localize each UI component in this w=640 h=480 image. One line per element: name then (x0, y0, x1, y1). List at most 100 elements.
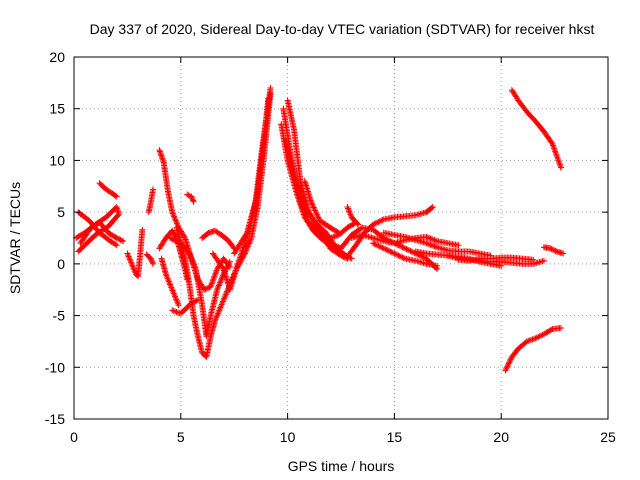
x-tick-label: 10 (280, 429, 296, 445)
data-point-marker (113, 235, 120, 241)
data-point-marker (525, 337, 532, 344)
data-point-marker (213, 267, 220, 274)
data-point-marker (172, 293, 179, 300)
data-point-marker (214, 286, 221, 293)
data-point-marker (216, 281, 223, 288)
data-point-marker (125, 251, 132, 258)
data-point-marker (431, 243, 438, 250)
data-point-marker (398, 243, 405, 250)
data-point-marker (173, 219, 180, 226)
data-point-marker (523, 338, 530, 345)
data-point-marker (168, 285, 175, 292)
data-point-marker (550, 143, 557, 150)
data-point-marker (529, 336, 536, 343)
data-point-marker (427, 235, 434, 242)
data-point-marker (551, 146, 558, 153)
data-point-marker (310, 204, 317, 211)
y-tick-label: -15 (45, 411, 65, 427)
data-point-marker (507, 356, 514, 363)
data-point-marker (560, 250, 567, 257)
data-point-marker (535, 333, 542, 340)
data-point-marker (189, 194, 196, 201)
data-point-marker (169, 307, 176, 314)
data-point-marker (505, 362, 512, 369)
data-point-marker (379, 244, 386, 251)
x-tick-label: 5 (177, 429, 185, 445)
data-point-marker (370, 240, 377, 247)
data-point-marker (218, 302, 225, 309)
data-point-marker (191, 263, 198, 270)
data-point-marker (551, 247, 558, 254)
data-point-marker (411, 249, 418, 256)
series-arc3 (77, 219, 127, 247)
series-arc31 (540, 244, 567, 257)
data-point-marker (419, 253, 426, 260)
data-point-marker (217, 279, 224, 286)
data-point-marker (557, 163, 564, 170)
series-arc4 (96, 180, 120, 200)
data-point-marker (388, 249, 395, 256)
data-point-marker (548, 326, 555, 333)
axis-ticks: 0 5 10 15 20 25 -15 -10 -5 0 5 10 15 20 (45, 49, 616, 445)
data-point-marker (549, 142, 556, 149)
data-point-marker (432, 237, 439, 244)
data-point-marker (344, 255, 351, 262)
data-point-marker (186, 251, 193, 258)
data-point-marker (378, 217, 385, 224)
data-point-marker (344, 203, 351, 210)
data-point-marker (392, 251, 399, 258)
data-point-marker (551, 145, 558, 152)
series-arc22 (301, 178, 342, 236)
data-point-marker (384, 247, 391, 254)
data-point-marker (208, 280, 215, 287)
series-arc17 (231, 85, 274, 257)
data-point-marker (427, 241, 434, 248)
data-point-marker (189, 258, 196, 265)
data-point-marker (549, 140, 556, 147)
series-arc33 (502, 324, 565, 374)
data-point-marker (354, 220, 361, 227)
data-point-marker (165, 278, 172, 285)
data-point-marker (169, 287, 176, 294)
data-point-marker (430, 242, 437, 249)
data-point-marker (191, 261, 198, 268)
data-point-marker (532, 335, 539, 342)
data-point-marker (340, 253, 347, 260)
series-arc7 (145, 186, 157, 216)
data-point-marker (120, 238, 127, 245)
data-point-marker (128, 259, 135, 266)
data-point-marker (552, 148, 559, 155)
data-point-marker (218, 301, 225, 308)
data-point-marker (148, 256, 155, 263)
y-tick-label: 20 (49, 49, 65, 65)
data-point-marker (113, 193, 120, 200)
data-point-marker (194, 297, 201, 304)
data-point-marker (426, 241, 433, 248)
data-point-marker (185, 192, 192, 199)
data-point-marker (341, 254, 348, 261)
data-point-marker (75, 248, 82, 255)
data-point-marker (149, 259, 156, 266)
data-point-marker (407, 247, 414, 254)
data-point-marker (314, 213, 321, 220)
data-point-marker (506, 359, 513, 366)
data-point-marker (402, 245, 409, 252)
y-tick-label: 5 (57, 204, 65, 220)
data-point-marker (526, 337, 533, 344)
data-point-marker (124, 250, 131, 257)
data-point-marker (347, 211, 354, 218)
data-point-marker (375, 242, 382, 249)
data-point-marker (126, 256, 133, 263)
data-point-marker (394, 251, 401, 258)
data-point-marker (432, 243, 439, 250)
data-point-marker (556, 160, 563, 167)
data-point-marker (391, 250, 398, 257)
data-point-marker (174, 221, 181, 228)
data-point-marker (539, 331, 546, 338)
data-point-marker (167, 281, 174, 288)
data-point-marker (215, 308, 222, 315)
data-point-marker (434, 262, 441, 269)
data-point-marker (548, 139, 555, 146)
data-point-marker (215, 310, 222, 317)
data-point-marker (188, 256, 195, 263)
